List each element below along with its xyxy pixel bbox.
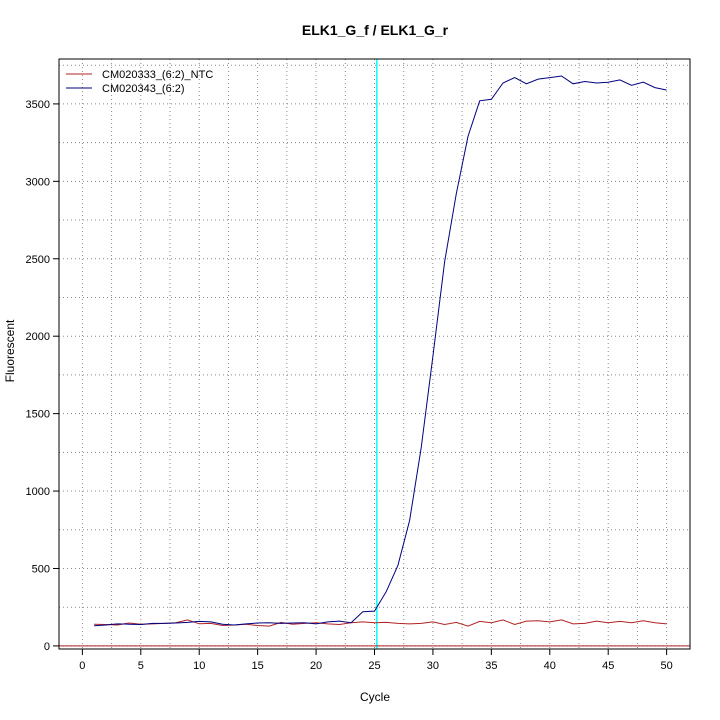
y-axis-title: Fluorescent [3, 319, 17, 382]
x-tick-label: 40 [544, 660, 556, 672]
grid-lines [59, 59, 690, 649]
y-tick-label: 0 [44, 641, 50, 653]
series-line-1 [94, 619, 667, 627]
x-tick-label: 35 [485, 660, 497, 672]
x-tick-label: 5 [138, 660, 144, 672]
x-tick-label: 50 [661, 660, 673, 672]
y-tick-label: 2500 [26, 254, 50, 266]
x-tick-label: 20 [310, 660, 322, 672]
y-tick-label: 3500 [26, 99, 50, 111]
legend-label: CM020343_(6:2) [102, 83, 185, 95]
y-tick-label: 500 [32, 563, 50, 575]
series-layer [94, 75, 667, 627]
series-line-2 [94, 75, 667, 627]
x-tick-label: 45 [602, 660, 614, 672]
y-tick-label: 2000 [26, 331, 50, 343]
x-axis-title: Cycle [360, 690, 390, 704]
x-tick-label: 25 [368, 660, 380, 672]
y-tick-label: 1000 [26, 486, 50, 498]
x-tick-label: 15 [252, 660, 264, 672]
x-tick-label: 30 [427, 660, 439, 672]
y-axis: 0 500 1000 1500 2000 2500 3000 3500 [26, 99, 59, 653]
legend: CM020333_(6:2)_NTC CM020343_(6:2) [66, 69, 213, 95]
x-tick-label: 0 [79, 660, 85, 672]
x-axis: 0 5 10 15 20 25 30 35 40 45 50 [79, 649, 673, 672]
y-tick-label: 3000 [26, 176, 50, 188]
legend-label: CM020333_(6:2)_NTC [102, 69, 213, 81]
x-tick-label: 10 [193, 660, 205, 672]
y-tick-label: 1500 [26, 409, 50, 421]
chart-title: ELK1_G_f / ELK1_G_r [302, 22, 449, 38]
